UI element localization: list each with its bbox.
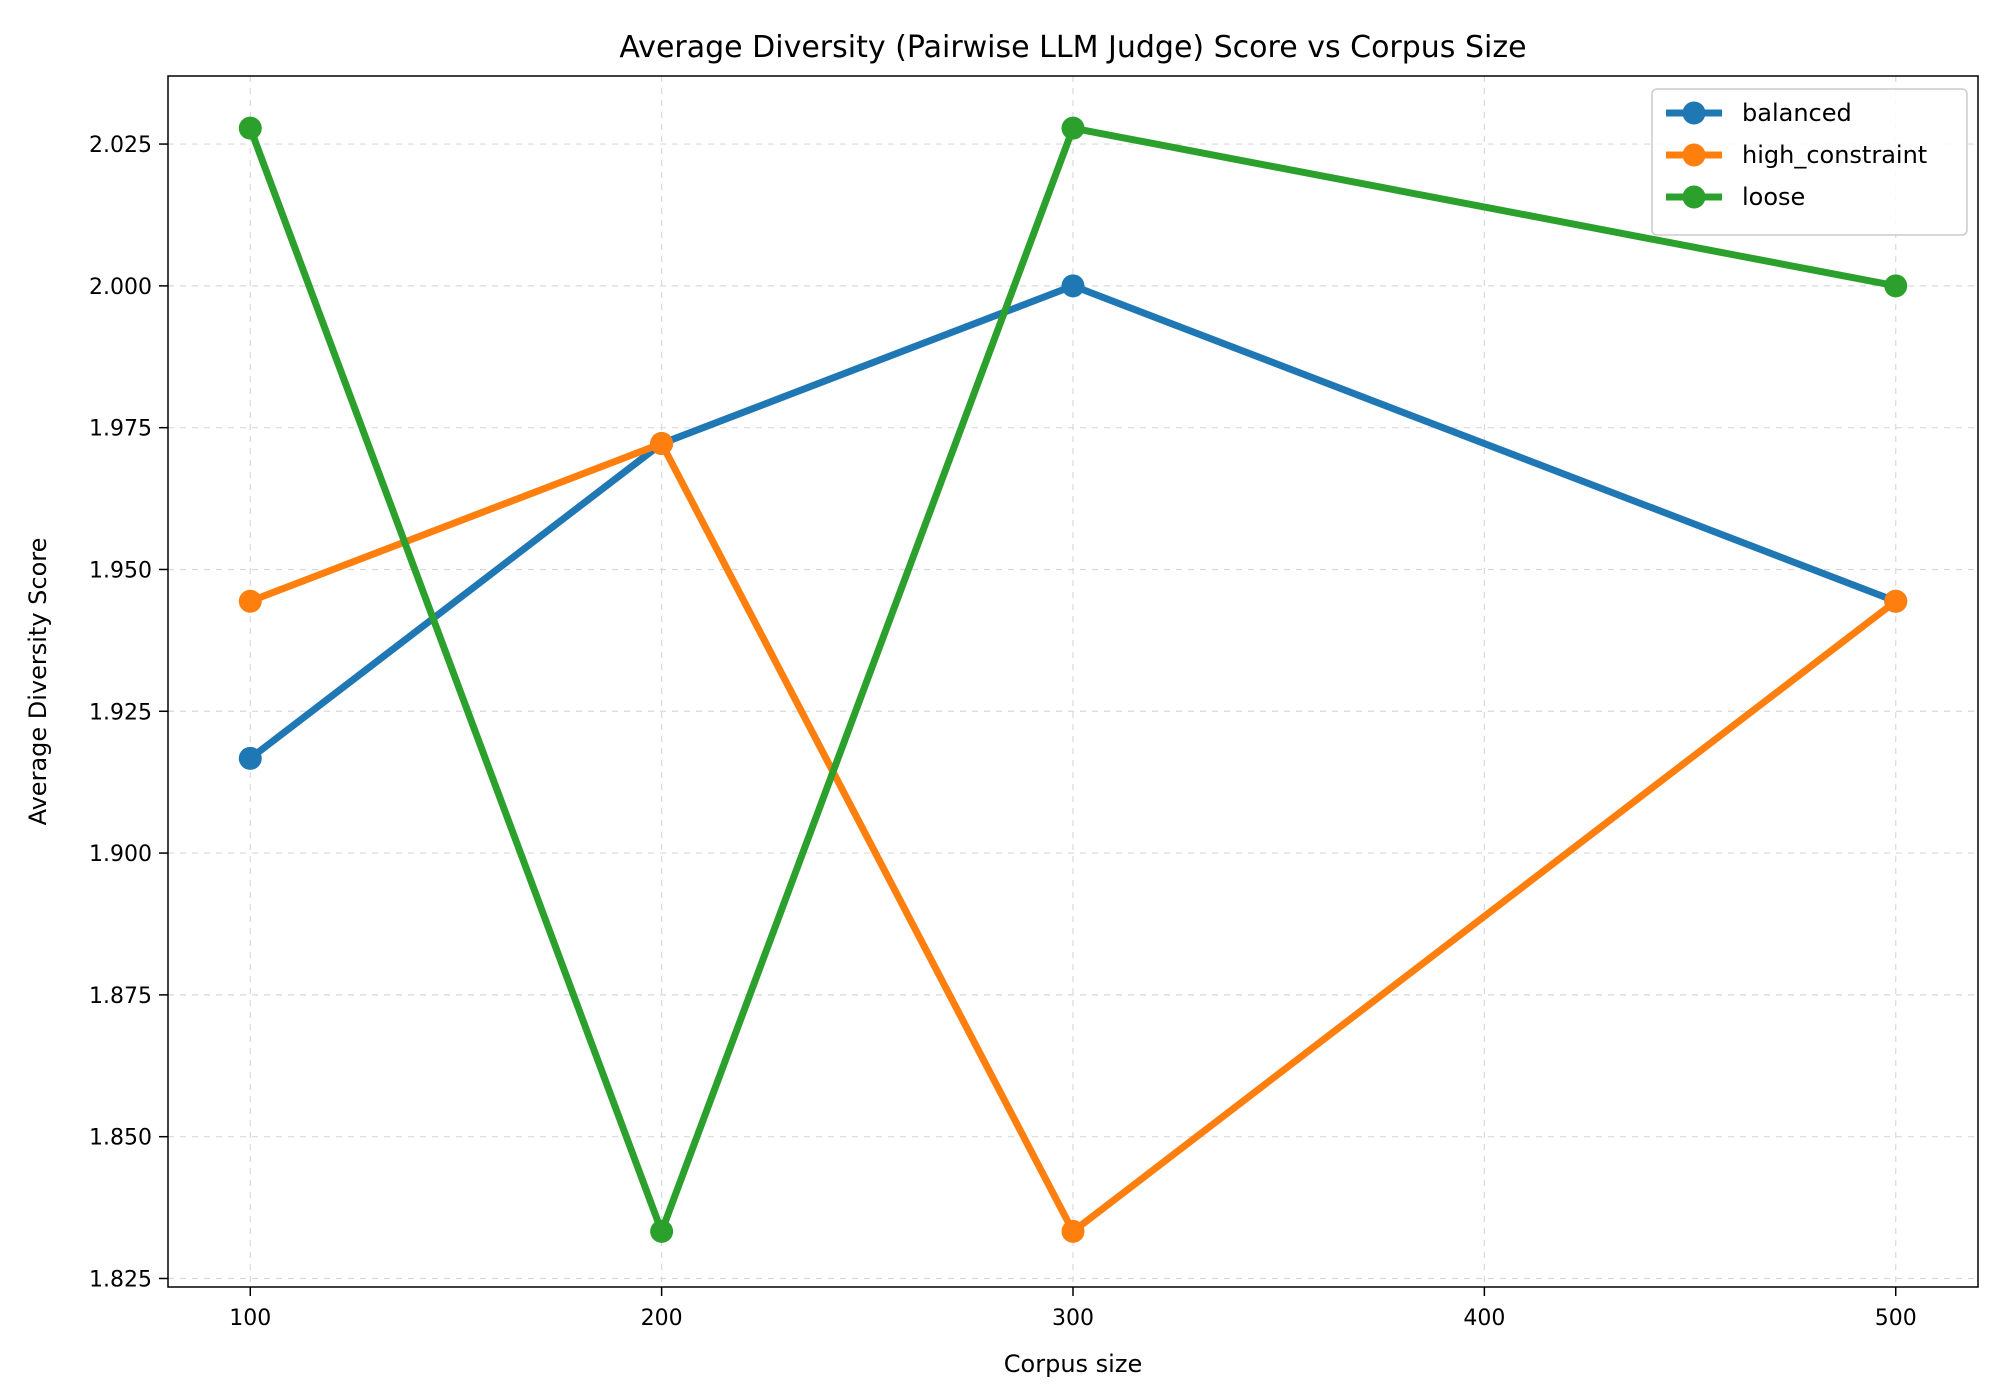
y-tick-label: 1.900 (89, 842, 152, 867)
y-tick-label: 1.825 (89, 1267, 152, 1292)
data-point-loose (1061, 116, 1085, 140)
data-point-balanced (238, 746, 262, 770)
x-tick-label: 400 (1463, 1306, 1505, 1331)
data-point-loose (238, 116, 262, 140)
series-line-loose (246, 124, 1900, 1235)
data-point-loose (650, 1219, 674, 1243)
legend-marker-balanced (1682, 101, 1706, 125)
series-line-high_constraint (246, 440, 1900, 1235)
y-tick-label: 1.875 (89, 984, 152, 1009)
x-tick-label: 300 (1052, 1306, 1094, 1331)
y-tick-label: 1.925 (89, 700, 152, 725)
data-point-high_constraint (1061, 1219, 1085, 1243)
data-point-loose (1884, 274, 1908, 298)
grid-lines (168, 76, 1978, 1287)
y-tick-label: 2.000 (89, 275, 152, 300)
series-line-balanced (246, 282, 1900, 762)
y-tick-label: 1.850 (89, 1126, 152, 1151)
y-axis-label: Average Diversity Score (24, 538, 52, 826)
data-point-high_constraint (650, 432, 674, 456)
legend-marker-loose (1682, 185, 1706, 209)
y-tick-label: 1.950 (89, 558, 152, 583)
legend-box (1651, 88, 1968, 236)
x-tick-label: 100 (229, 1306, 271, 1331)
legend-marker-high_constraint (1682, 143, 1706, 167)
data-point-high_constraint (238, 589, 262, 613)
data-point-balanced (1061, 274, 1085, 298)
data-point-high_constraint (1884, 589, 1908, 613)
x-tick-label: 500 (1875, 1306, 1917, 1331)
y-tick-label: 2.025 (89, 133, 152, 158)
legend-label-high_constraint: high_constraint (1742, 141, 1927, 169)
x-axis-ticks: 100 200 300 400 500 (229, 1287, 1917, 1331)
legend-label-loose: loose (1742, 183, 1805, 211)
x-tick-label: 200 (641, 1306, 683, 1331)
y-axis-ticks: 1.825 1.850 1.875 1.900 1.925 1.950 1.975 2.000… (89, 133, 168, 1292)
chart-title: Average Diversity (Pairwise LLM Judge) S… (619, 30, 1526, 65)
x-axis-label: Corpus size (1004, 1350, 1142, 1378)
series-lines (246, 124, 1900, 1235)
y-tick-label: 1.975 (89, 417, 152, 442)
legend-label-balanced: balanced (1742, 99, 1852, 127)
series-points (238, 116, 1908, 1243)
